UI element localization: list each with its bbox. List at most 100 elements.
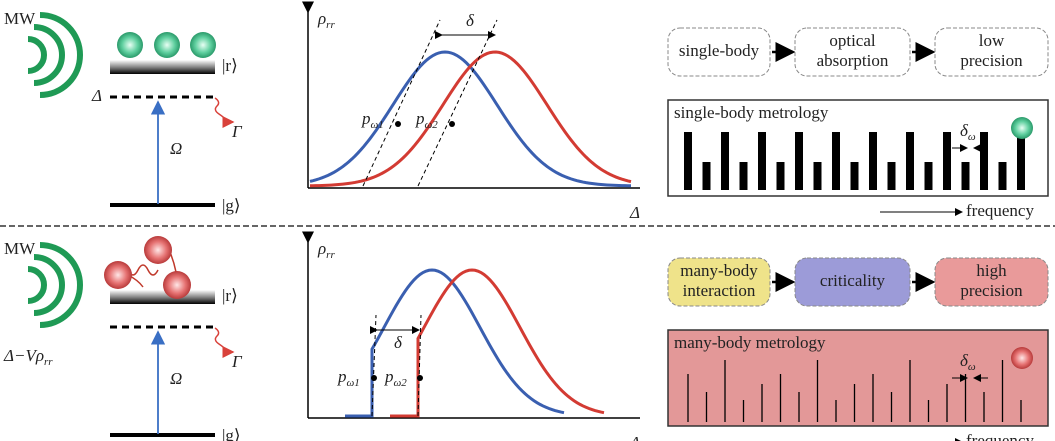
flow-line: many-body bbox=[680, 261, 758, 280]
shift: δ bbox=[394, 333, 403, 352]
comb-line bbox=[869, 132, 877, 190]
metrology-title: single-body metrology bbox=[674, 103, 829, 122]
level-r bbox=[110, 60, 215, 74]
ket-r: |r⟩ bbox=[222, 56, 238, 75]
blue-curve bbox=[309, 50, 632, 188]
detuning-sub: rr bbox=[44, 356, 53, 368]
probe-atom bbox=[1011, 347, 1033, 369]
p1-sub: ω1 bbox=[347, 377, 360, 389]
y-label: ρrr bbox=[317, 9, 335, 31]
point bbox=[417, 375, 423, 381]
resolution: δω bbox=[960, 351, 976, 373]
atom bbox=[104, 261, 132, 289]
y-label-sub: rr bbox=[326, 19, 335, 31]
comb-line bbox=[758, 132, 766, 190]
p1: pω1 bbox=[361, 109, 384, 131]
point bbox=[395, 121, 401, 127]
detuning: Δ bbox=[91, 86, 102, 105]
flow-line: low bbox=[979, 31, 1005, 50]
atom bbox=[117, 32, 143, 58]
flow-label: many-body interaction bbox=[680, 261, 758, 300]
tangent bbox=[362, 19, 441, 187]
red-curve bbox=[390, 268, 605, 418]
flow-line: interaction bbox=[683, 281, 756, 300]
p2-sub: ω2 bbox=[394, 377, 408, 389]
flow-box bbox=[934, 27, 1049, 77]
resolution: δω bbox=[960, 121, 976, 143]
y-label-main: ρ bbox=[317, 9, 326, 28]
rabi: Ω bbox=[170, 369, 182, 388]
comb-line bbox=[961, 162, 970, 190]
atom bbox=[163, 271, 191, 299]
flow-box bbox=[794, 257, 911, 307]
mw-wave bbox=[27, 36, 47, 74]
comb-line bbox=[702, 162, 711, 190]
flow-line: high bbox=[976, 261, 1007, 280]
mw-wave bbox=[33, 254, 65, 316]
comb-line bbox=[924, 162, 933, 190]
ket-r: |r⟩ bbox=[222, 286, 238, 305]
comb-line bbox=[795, 132, 803, 190]
level-r bbox=[110, 290, 215, 304]
resolution-main: δ bbox=[960, 121, 969, 140]
comb-line bbox=[943, 132, 951, 190]
shift: δ bbox=[466, 11, 475, 30]
comb-line bbox=[850, 162, 859, 190]
flow-box bbox=[934, 257, 1049, 307]
point bbox=[371, 375, 377, 381]
mw-wave bbox=[39, 242, 83, 328]
flow-label: high precision bbox=[960, 261, 1023, 300]
x-label: Δ bbox=[629, 433, 640, 441]
flow-label: single-body bbox=[679, 41, 760, 60]
atom bbox=[190, 32, 216, 58]
flow-line: criticality bbox=[820, 271, 886, 290]
comb-line bbox=[906, 132, 914, 190]
tangent bbox=[417, 314, 422, 417]
p2: pω2 bbox=[384, 367, 407, 389]
mw-wave bbox=[27, 266, 47, 304]
ket-g: |g⟩ bbox=[222, 426, 241, 441]
probe-atom bbox=[1011, 117, 1033, 139]
red-curve bbox=[309, 50, 632, 188]
decay: Γ bbox=[231, 122, 243, 141]
comb-line bbox=[813, 162, 822, 190]
detuning: Δ−Vρrr bbox=[3, 346, 53, 368]
y-label-sub: rr bbox=[326, 249, 335, 261]
p1-main: p bbox=[337, 367, 347, 386]
p2: pω2 bbox=[415, 109, 438, 131]
flow-label: optical absorption bbox=[817, 31, 889, 70]
freq-label: frequency bbox=[966, 431, 1034, 441]
rabi: Ω bbox=[170, 139, 182, 158]
freq-label: frequency bbox=[966, 201, 1034, 220]
flow-box bbox=[794, 27, 911, 77]
comb-line bbox=[684, 132, 692, 190]
mw-label: MW bbox=[4, 239, 36, 258]
flow-label: criticality bbox=[820, 271, 886, 290]
mw-label: MW bbox=[4, 9, 36, 28]
comb-line bbox=[887, 162, 896, 190]
resolution-sub: ω bbox=[968, 361, 976, 373]
comb-line bbox=[1017, 132, 1025, 190]
p2-main: p bbox=[384, 367, 394, 386]
flow-box bbox=[667, 27, 771, 77]
resolution-sub: ω bbox=[968, 131, 976, 143]
detuning-main: Δ bbox=[91, 86, 102, 105]
detuning-main: Δ−Vρ bbox=[3, 346, 44, 365]
mw-wave bbox=[33, 24, 65, 86]
flow-box bbox=[667, 257, 771, 307]
flow-label: low precision bbox=[960, 31, 1023, 70]
p2-sub: ω2 bbox=[425, 119, 439, 131]
ket-g: |g⟩ bbox=[222, 196, 241, 215]
flow-line: optical bbox=[829, 31, 876, 50]
comb-line bbox=[832, 132, 840, 190]
atom bbox=[144, 236, 172, 264]
comb-line bbox=[776, 162, 785, 190]
x-label: Δ bbox=[629, 203, 640, 222]
flow-line: absorption bbox=[817, 51, 889, 70]
p1-sub: ω1 bbox=[371, 119, 384, 131]
resolution-main: δ bbox=[960, 351, 969, 370]
comb-line bbox=[998, 162, 1007, 190]
p1: pω1 bbox=[337, 367, 360, 389]
mw-wave bbox=[39, 12, 83, 98]
